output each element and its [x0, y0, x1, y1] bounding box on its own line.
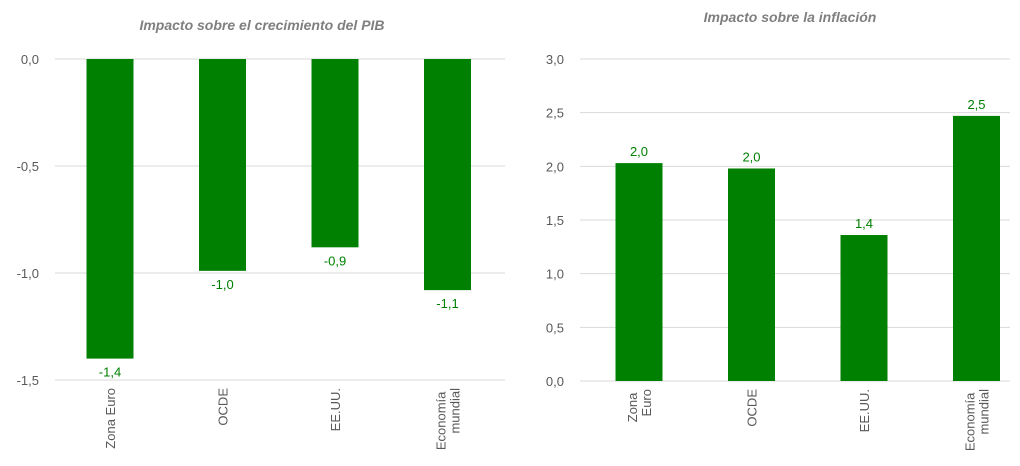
value-label: 2,0: [742, 149, 760, 164]
y-tick-label: 0,0: [21, 52, 39, 67]
bar: [953, 115, 1000, 382]
x-tick-label: Economía mundial: [963, 389, 992, 451]
x-tick-label: EE.UU.: [328, 388, 343, 431]
x-tick-label: OCDE: [745, 389, 760, 427]
y-tick-label: -0,5: [17, 159, 39, 174]
bar: [311, 59, 359, 248]
y-tick-label: 0,0: [546, 374, 564, 389]
y-tick-label: 0,5: [546, 320, 564, 335]
y-tick-label: 3,0: [546, 52, 564, 67]
value-label: -1,1: [436, 296, 458, 311]
y-tick-label: -1,5: [17, 373, 39, 388]
value-label: 2,0: [630, 144, 648, 159]
y-tick-label: 2,0: [546, 159, 564, 174]
x-tick-label: Zona Euro: [103, 388, 118, 449]
value-label: -1,0: [211, 277, 233, 292]
value-label: 1,4: [855, 216, 873, 231]
bar: [840, 235, 888, 381]
value-label: -1,4: [99, 365, 121, 380]
bar: [424, 59, 471, 291]
x-tick-label: Economía mundial: [434, 388, 463, 450]
y-tick-label: 1,5: [546, 213, 564, 228]
value-label: -0,9: [324, 253, 346, 268]
y-tick-label: 1,0: [546, 267, 564, 282]
x-tick-label: OCDE: [216, 388, 231, 426]
bar: [86, 59, 134, 359]
bar: [615, 163, 663, 381]
bar: [199, 59, 246, 271]
chart-title: Impacto sobre la inflación: [704, 9, 877, 25]
value-label: 2,5: [967, 97, 985, 112]
y-tick-label: -1,0: [17, 266, 39, 281]
x-tick-label: Zona Euro: [625, 389, 654, 422]
x-tick-label: EE.UU.: [857, 389, 872, 432]
bar: [728, 168, 775, 381]
chart-title: Impacto sobre el crecimiento del PIB: [139, 17, 384, 33]
y-tick-label: 2,5: [546, 106, 564, 121]
